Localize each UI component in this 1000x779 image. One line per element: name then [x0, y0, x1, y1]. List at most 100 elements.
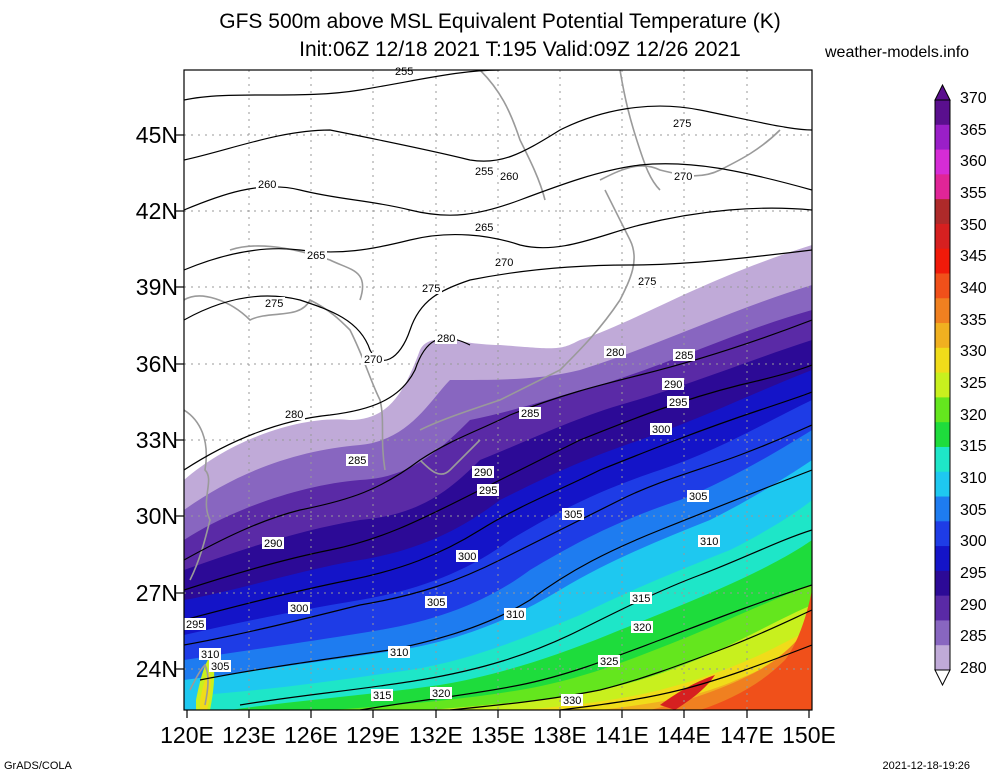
contour-label: 320	[432, 688, 450, 700]
contour-label: 290	[264, 538, 282, 550]
contour-label: 275	[638, 276, 656, 288]
colorbar-band	[935, 446, 950, 473]
colorbar-label: 305	[960, 502, 987, 519]
contour-labels: 255 275 255 260 270 260 265 265 270 275 …	[184, 65, 720, 707]
colorbar-label: 330	[960, 343, 987, 360]
contour-label: 285	[521, 408, 539, 420]
contour-label: 270	[495, 257, 513, 269]
contour-label: 305	[211, 661, 229, 673]
contour-label: 295	[186, 619, 204, 631]
contour-label: 300	[290, 603, 308, 615]
lon-label-150e: 150E	[782, 722, 836, 748]
contour-label: 275	[265, 298, 283, 310]
contour-label: 295	[479, 485, 497, 497]
contour-label: 270	[674, 171, 692, 183]
colorbar-label: 335	[960, 312, 987, 329]
contour-label: 255	[395, 66, 413, 78]
colorbar-band	[935, 124, 950, 151]
contour-label: 305	[427, 597, 445, 609]
lat-label-27n: 27N	[135, 580, 178, 606]
colorbar-band	[935, 595, 950, 621]
colorbar-band	[935, 223, 950, 250]
contour-label: 305	[564, 509, 582, 521]
colorbar-label: 360	[960, 153, 987, 170]
contour-label: 280	[285, 409, 303, 421]
contour-label: 330	[563, 695, 581, 707]
colorbar-label: 300	[960, 533, 987, 550]
footer-timestamp: 2021-12-18-19:26	[882, 760, 970, 772]
lon-label-120e: 120E	[160, 722, 214, 748]
colorbar-band	[935, 248, 950, 274]
colorbar-band	[935, 323, 950, 349]
contour-label: 290	[474, 467, 492, 479]
contour-label: 300	[458, 551, 476, 563]
map-title: GFS 500m above MSL Equivalent Potential …	[219, 10, 781, 33]
lat-label-39n: 39N	[135, 274, 178, 300]
colorbar-band	[935, 372, 950, 398]
contour-label: 315	[632, 593, 650, 605]
colorbar-band	[935, 149, 950, 175]
contour-label: 260	[500, 171, 518, 183]
colorbar-band	[935, 273, 950, 299]
site-credit: weather-models.info	[825, 44, 970, 61]
lon-label-123e: 123E	[222, 722, 276, 748]
lon-label-126e: 126E	[284, 722, 338, 748]
contour-label: 310	[506, 609, 524, 621]
contour-label: 275	[422, 283, 440, 295]
contour-label: 275	[673, 118, 691, 130]
colorbar-band	[935, 174, 950, 200]
colorbar-label: 350	[960, 217, 987, 234]
colorbar-label: 290	[960, 597, 987, 614]
contour-label: 290	[664, 379, 682, 391]
contour-label: 300	[652, 424, 670, 436]
colorbar-label: 355	[960, 185, 987, 202]
colorbar-band	[935, 471, 950, 498]
colorbar-band	[935, 100, 950, 126]
colorbar-band	[935, 546, 950, 572]
contour-label: 295	[669, 397, 687, 409]
contour-label: 315	[373, 690, 391, 702]
colorbar-label: 285	[960, 628, 987, 645]
lat-label-33n: 33N	[135, 427, 178, 453]
colorbar-band	[935, 199, 950, 225]
colorbar-top-arrow	[934, 83, 951, 101]
map-subtitle: Init:06Z 12/18 2021 T:195 Valid:09Z 12/2…	[299, 38, 741, 61]
colorbar-band	[935, 496, 950, 522]
lat-label-36n: 36N	[135, 351, 178, 377]
contour-label: 285	[675, 350, 693, 362]
colorbar-band	[935, 645, 950, 671]
colorbar-band	[935, 397, 950, 423]
contour-label: 285	[348, 455, 366, 467]
lat-label-45n: 45N	[135, 122, 178, 148]
colorbar-label: 310	[960, 470, 987, 487]
colorbar-label: 280	[960, 660, 987, 677]
theta-e-fill	[184, 70, 812, 710]
contour-label: 320	[633, 622, 651, 634]
colorbar-label: 340	[960, 280, 987, 297]
contour-label: 265	[475, 222, 493, 234]
colorbar-label: 345	[960, 248, 987, 265]
lat-label-42n: 42N	[135, 198, 178, 224]
colorbar	[934, 83, 951, 687]
lon-label-129e: 129E	[346, 722, 400, 748]
contour-label: 325	[600, 656, 618, 668]
contour-label: 280	[606, 347, 624, 359]
lon-label-144e: 144E	[657, 722, 711, 748]
contour-label: 310	[201, 649, 219, 661]
coastlines	[184, 70, 781, 706]
colorbar-band	[935, 422, 950, 448]
contour-label: 270	[364, 354, 382, 366]
lat-label-24n: 24N	[135, 656, 178, 682]
contour-label: 265	[307, 250, 325, 262]
contour-label: 280	[437, 333, 455, 345]
axis-ticks	[176, 134, 810, 718]
contour-label: 310	[390, 647, 408, 659]
contour-label: 305	[689, 491, 707, 503]
colorbar-bottom-arrow	[934, 669, 951, 687]
colorbar-label: 325	[960, 375, 987, 392]
lon-label-135e: 135E	[471, 722, 525, 748]
lon-label-138e: 138E	[533, 722, 587, 748]
lat-label-30n: 30N	[135, 503, 178, 529]
lon-label-141e: 141E	[595, 722, 649, 748]
